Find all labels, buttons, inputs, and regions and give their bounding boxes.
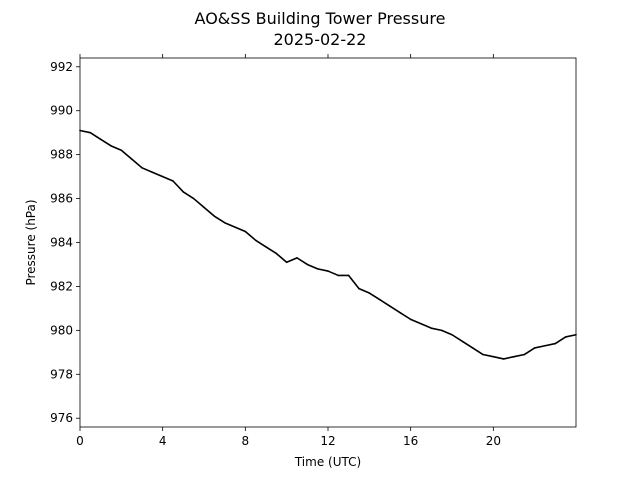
pressure-data-point [492,355,495,358]
pressure-data-point [244,230,247,233]
pressure-data-point [234,226,236,228]
y-tick-label: 978 [50,367,73,381]
pressure-data-point [89,131,92,134]
plot-frame [79,57,577,428]
y-tick-label: 990 [50,104,73,118]
pressure-data-point [533,347,536,349]
y-tick-label: 988 [50,148,73,162]
y-tick-label: 992 [50,60,73,74]
pressure-data-point [337,274,340,277]
pressure-data-point [316,268,319,270]
x-tick-label: 4 [159,434,167,448]
pressure-data-point [358,287,360,290]
x-tick-label: 12 [320,434,335,448]
x-tick-label: 0 [76,434,84,448]
pressure-data-point [461,340,464,343]
chart-subtitle: 2025-02-22 [274,30,367,49]
pressure-data-point [327,270,329,272]
ticks-layer: 0 4 8 12 16 20 976 978 980 982 984 986 988 990 992 [50,54,501,448]
pressure-data-point [306,263,309,266]
pressure-data-point [420,322,422,325]
pressure-data-point [110,145,112,147]
pressure-data-point [399,311,402,314]
y-tick-label: 984 [50,236,73,250]
plot-background [80,58,576,427]
pressure-data-point [203,206,205,209]
pressure-data-point [275,252,278,255]
y-axis-label: Pressure (hPa) [24,199,38,285]
chart-title: AO&SS Building Tower Pressure [195,9,446,28]
pressure-data-point [254,239,257,242]
pressure-data-point [182,191,185,193]
pressure-data-point [120,149,123,152]
pressure-data-point [368,292,371,294]
pressure-data-point [513,355,515,358]
y-tick-label: 986 [50,192,73,206]
pressure-data-point [192,197,195,200]
pressure-data-point [99,138,102,141]
x-axis-label: Time (UTC) [294,455,361,469]
pressure-data-point [172,180,174,182]
pressure-data-point [440,329,443,332]
pressure-data-point [564,336,567,338]
pressure-data-point [265,246,267,248]
pressure-data-point [151,171,154,174]
pressure-data-point [347,274,350,277]
pressure-data-point [296,257,298,259]
pressure-data-point [471,347,474,349]
pressure-data-point [482,353,484,356]
pressure-data-point [523,353,526,356]
pressure-data-point [544,344,546,347]
pressure-data-point [378,298,381,301]
x-tick-label: 16 [403,434,418,448]
y-tick-label: 976 [50,411,73,425]
y-tick-label: 980 [50,323,73,337]
pressure-data-point [213,215,216,217]
pressure-data-point [451,333,453,336]
pressure-data-point [554,342,557,345]
pressure-data-point [430,327,433,329]
pressure-data-point [409,318,412,321]
pressure-data-point [502,358,505,360]
pressure-data-point [130,158,133,160]
pressure-data-point [389,305,391,307]
y-tick-label: 982 [50,279,73,293]
x-tick-label: 8 [242,434,250,448]
pressure-data-point [161,175,164,178]
pressure-data-point [285,261,288,264]
series-layer [79,129,577,360]
x-tick-label: 20 [486,434,501,448]
pressure-data-point [223,221,226,224]
pressure-data-point [141,167,143,169]
